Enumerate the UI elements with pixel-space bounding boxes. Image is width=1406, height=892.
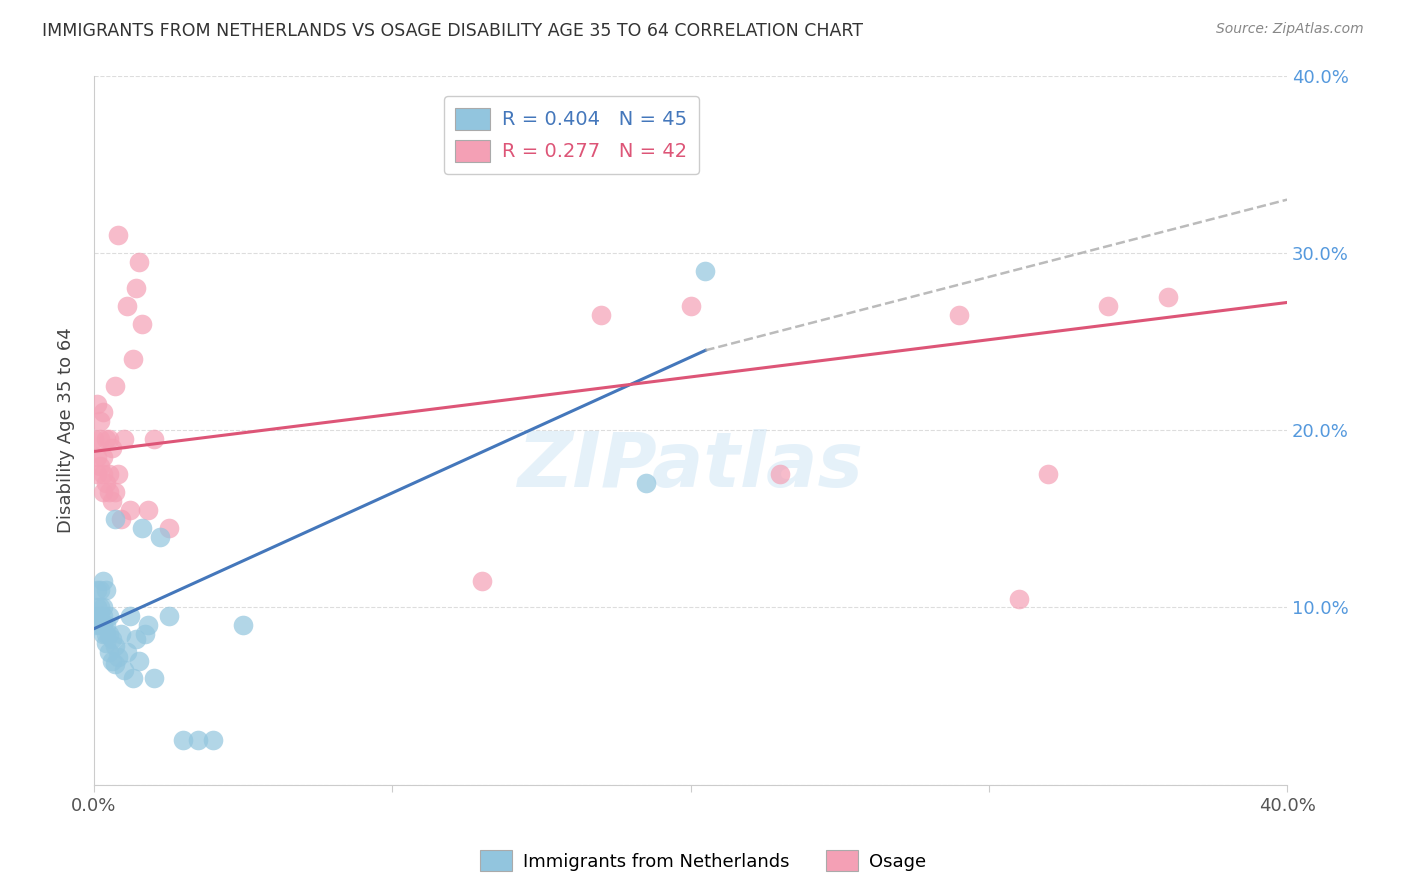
Point xyxy=(89,458,111,473)
Point xyxy=(1097,299,1119,313)
Point xyxy=(94,636,117,650)
Point xyxy=(634,476,657,491)
Point xyxy=(89,432,111,446)
Point xyxy=(104,657,127,672)
Point xyxy=(101,494,124,508)
Point xyxy=(91,450,114,464)
Point xyxy=(94,618,117,632)
Point xyxy=(97,627,120,641)
Point xyxy=(86,600,108,615)
Point xyxy=(148,529,170,543)
Point xyxy=(471,574,494,588)
Text: Source: ZipAtlas.com: Source: ZipAtlas.com xyxy=(1216,22,1364,37)
Point xyxy=(118,609,141,624)
Point xyxy=(86,582,108,597)
Point xyxy=(91,485,114,500)
Point xyxy=(101,632,124,647)
Point xyxy=(104,640,127,654)
Point xyxy=(115,299,138,313)
Point xyxy=(97,467,120,482)
Point xyxy=(94,432,117,446)
Point xyxy=(91,618,114,632)
Point xyxy=(89,618,111,632)
Point xyxy=(679,299,702,313)
Point xyxy=(107,467,129,482)
Point xyxy=(142,672,165,686)
Point xyxy=(91,405,114,419)
Point xyxy=(86,396,108,410)
Point xyxy=(104,485,127,500)
Text: IMMIGRANTS FROM NETHERLANDS VS OSAGE DISABILITY AGE 35 TO 64 CORRELATION CHART: IMMIGRANTS FROM NETHERLANDS VS OSAGE DIS… xyxy=(42,22,863,40)
Point xyxy=(131,521,153,535)
Point xyxy=(948,308,970,322)
Point xyxy=(97,432,120,446)
Point xyxy=(101,441,124,455)
Point xyxy=(589,308,612,322)
Point xyxy=(112,432,135,446)
Point xyxy=(91,574,114,588)
Point xyxy=(86,450,108,464)
Point xyxy=(89,609,111,624)
Point xyxy=(94,582,117,597)
Point xyxy=(172,733,194,747)
Point xyxy=(121,352,143,367)
Point xyxy=(1038,467,1060,482)
Point xyxy=(83,432,105,446)
Point xyxy=(101,654,124,668)
Point xyxy=(110,627,132,641)
Point xyxy=(1007,591,1029,606)
Point xyxy=(94,627,117,641)
Point xyxy=(89,600,111,615)
Point xyxy=(86,609,108,624)
Text: ZIPatlas: ZIPatlas xyxy=(517,428,863,502)
Point xyxy=(91,600,114,615)
Point xyxy=(97,609,120,624)
Point xyxy=(89,582,111,597)
Point xyxy=(107,228,129,243)
Point xyxy=(94,476,117,491)
Point xyxy=(112,663,135,677)
Point xyxy=(86,467,108,482)
Point xyxy=(157,609,180,624)
Point xyxy=(134,627,156,641)
Point xyxy=(115,645,138,659)
Point xyxy=(125,281,148,295)
Point xyxy=(107,650,129,665)
Point xyxy=(136,503,159,517)
Point xyxy=(232,618,254,632)
Point xyxy=(118,503,141,517)
Point xyxy=(769,467,792,482)
Point xyxy=(83,618,105,632)
Point xyxy=(695,263,717,277)
Y-axis label: Disability Age 35 to 64: Disability Age 35 to 64 xyxy=(58,327,75,533)
Point xyxy=(97,645,120,659)
Point xyxy=(131,317,153,331)
Point xyxy=(121,672,143,686)
Point xyxy=(136,618,159,632)
Point xyxy=(91,627,114,641)
Point xyxy=(202,733,225,747)
Point xyxy=(157,521,180,535)
Point xyxy=(187,733,209,747)
Point xyxy=(97,485,120,500)
Point xyxy=(1157,290,1180,304)
Point xyxy=(89,414,111,428)
Point xyxy=(128,654,150,668)
Point xyxy=(91,467,114,482)
Point xyxy=(104,379,127,393)
Point xyxy=(142,432,165,446)
Legend: Immigrants from Netherlands, Osage: Immigrants from Netherlands, Osage xyxy=(472,843,934,879)
Point xyxy=(91,609,114,624)
Legend: R = 0.404   N = 45, R = 0.277   N = 42: R = 0.404 N = 45, R = 0.277 N = 42 xyxy=(444,95,699,174)
Point xyxy=(110,512,132,526)
Point xyxy=(128,254,150,268)
Point xyxy=(104,512,127,526)
Point xyxy=(125,632,148,647)
